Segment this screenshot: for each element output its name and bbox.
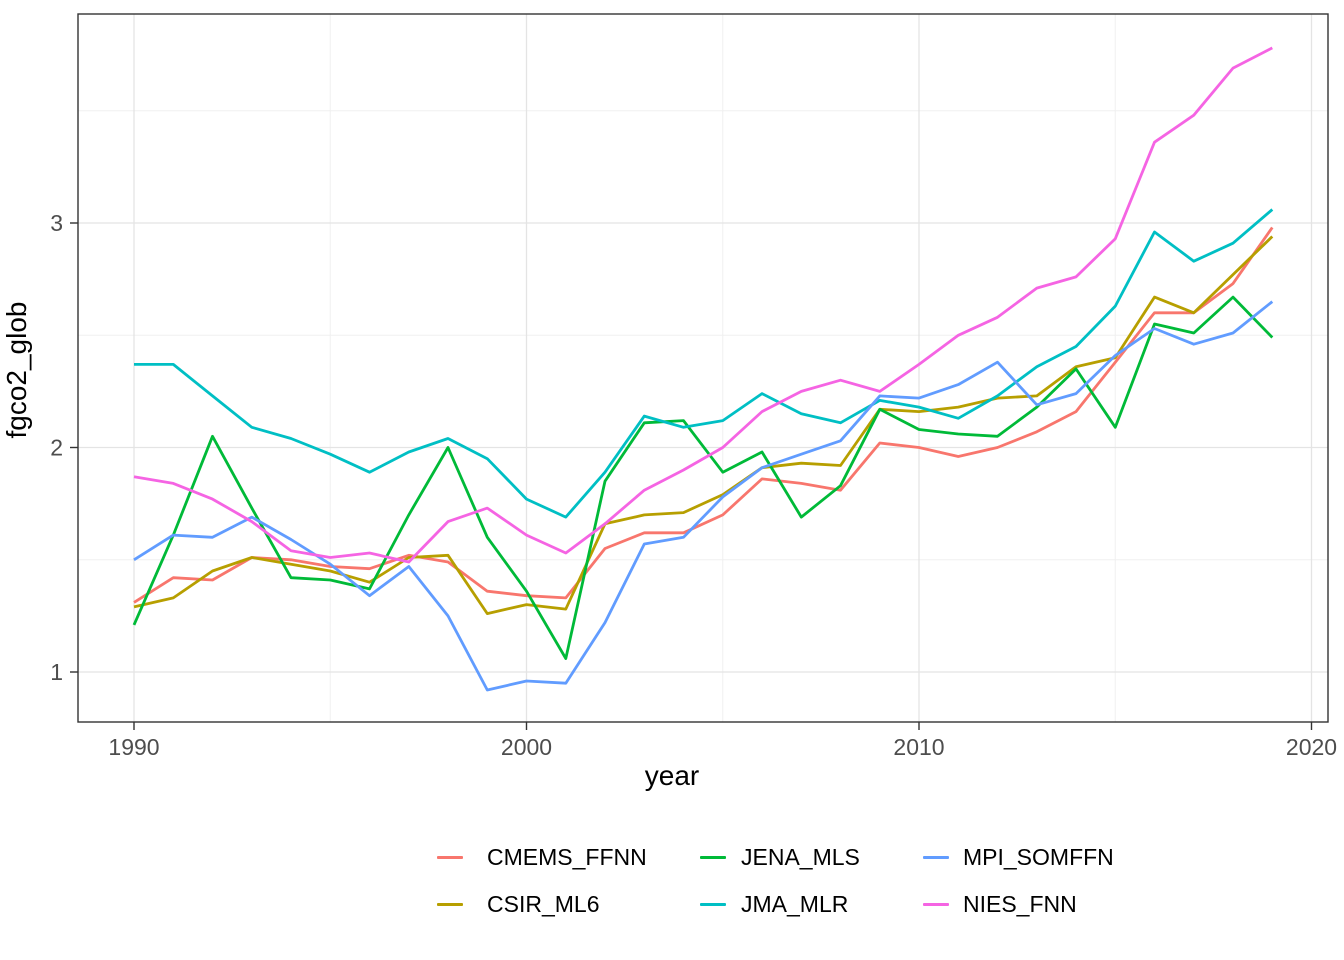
series-line-JENA_MLS [132,295,1274,660]
legend-key-NIES_FNN [923,903,949,906]
legend-key-CSIR_ML6 [437,903,463,906]
series-line-CSIR_ML6 [133,235,1274,615]
series-line-CMEMS_FFNN [133,226,1274,604]
legend-key-CMEMS_FFNN [437,856,463,859]
series-line-JMA_MLR [134,208,1274,519]
panel-background [78,14,1328,722]
legend-label-NIES_FNN: NIES_FNN [963,891,1077,917]
legend: product CMEMS_FFNNJENA_MLSMPI_SOMFFNCSIR… [0,820,1344,960]
legend-key-MPI_SOMFFN [923,856,949,859]
legend-label-MPI_SOMFFN: MPI_SOMFFN [963,844,1114,870]
x-tick-label: 2000 [501,734,552,760]
x-axis-title: year [644,760,700,791]
x-tick-label: 1990 [108,734,159,760]
y-tick-label: 1 [50,659,63,685]
y-tick-label: 2 [50,435,63,461]
series-line-MPI_SOMFFN [133,300,1274,692]
legend-key-JMA_MLR [700,903,726,906]
x-tick-label: 2010 [893,734,944,760]
legend-label-JMA_MLR: JMA_MLR [741,891,849,917]
x-tick-label: 2020 [1286,734,1337,760]
legend-label-CSIR_ML6: CSIR_ML6 [487,891,600,917]
panel-border [77,13,1329,723]
legend-key-JENA_MLS [700,856,726,859]
legend-label-JENA_MLS: JENA_MLS [741,844,860,870]
y-tick-label: 3 [50,210,63,236]
y-axis-title: fgco2_glob [1,301,32,439]
plot-panel: 1990 2000 2010 2020 1 2 3 [50,13,1337,760]
series-line-NIES_FNN [133,46,1273,564]
legend-label-CMEMS_FFNN: CMEMS_FFNN [487,844,647,870]
